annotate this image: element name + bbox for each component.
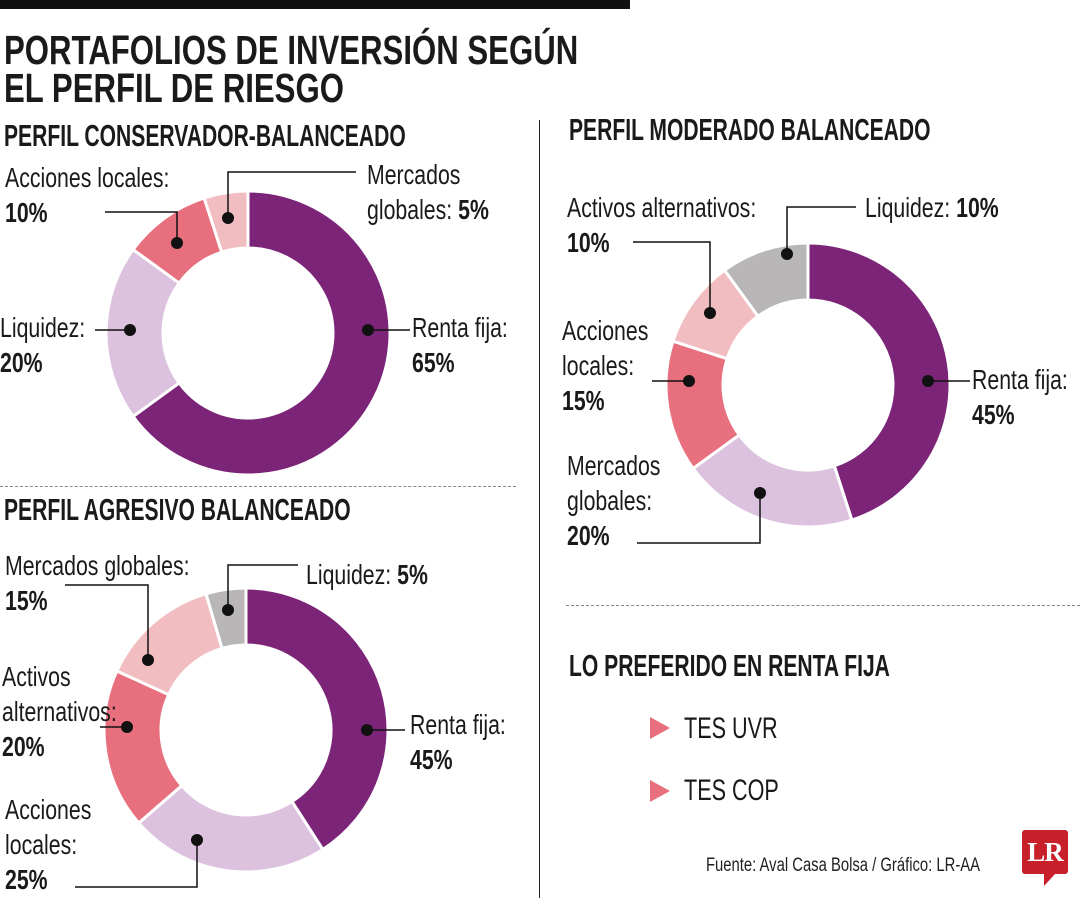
triangle-right-icon	[650, 717, 670, 739]
label-acciones-locales: Acciones locales: 10%	[5, 162, 170, 228]
label-renta-fija: Renta fija: 45%	[410, 709, 506, 775]
donut-slice-renta-fija	[244, 586, 390, 852]
donut-slice-renta-fija	[131, 189, 392, 477]
preferred-title: LO PREFERIDO EN RENTA FIJA	[569, 648, 890, 683]
label-mercados-globales: Mercados globales: 5%	[367, 159, 489, 225]
page-title-line-2: EL PERFIL DE RIESGO	[4, 65, 344, 111]
section-divider-right	[566, 605, 1080, 606]
donut-slice-liquidez	[722, 241, 810, 319]
label-activos-alternativos: Activos alternativos: 10%	[567, 192, 757, 258]
donut-slice-liquidez	[204, 586, 248, 651]
label-acciones-locales: Acciones locales: 25%	[5, 794, 92, 895]
lr-logo: LR	[1022, 830, 1068, 886]
top-rule	[0, 0, 630, 9]
chart-title-moderado: PERFIL MODERADO BALANCEADO	[569, 112, 931, 147]
leader-lines	[65, 171, 970, 888]
chart-title-conservador: PERFIL CONSERVADOR-BALANCEADO	[4, 118, 406, 153]
donut-slice-acciones-locales	[136, 783, 325, 874]
label-liquidez: Liquidez: 20%	[0, 312, 86, 378]
label-liquidez: Liquidez: 5%	[306, 559, 428, 590]
source-note: Fuente: Aval Casa Bolsa / Gráfico: LR-AA	[706, 855, 981, 876]
preferred-item: TES COP	[684, 774, 779, 807]
chart-title-agresivo: PERFIL AGRESIVO BALANCEADO	[4, 492, 351, 527]
triangle-right-icon	[650, 780, 670, 802]
preferred-item: TES UVR	[684, 712, 778, 745]
section-divider-left	[0, 486, 516, 487]
label-renta-fija: Renta fija: 65%	[412, 312, 508, 378]
label-mercados-globales: Mercados globales: 20%	[567, 450, 661, 551]
column-divider	[539, 120, 540, 898]
label-activos-alternativos: Activos alternativos: 20%	[2, 661, 117, 762]
label-acciones-locales: Acciones locales: 15%	[562, 315, 649, 416]
donut-slice-renta-fija	[806, 241, 952, 522]
label-renta-fija: Renta fija: 45%	[972, 364, 1068, 430]
label-mercados-globales: Mercados globales: 15%	[5, 550, 190, 616]
slice-dots	[121, 212, 934, 846]
label-liquidez: Liquidez: 10%	[865, 192, 999, 223]
page-title-line-1: PORTAFOLIOS DE INVERSIÓN SEGÚN	[4, 27, 579, 73]
